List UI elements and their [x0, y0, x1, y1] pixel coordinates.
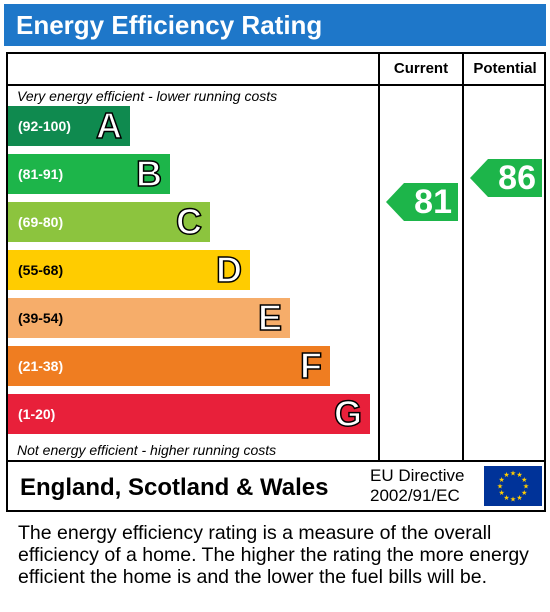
band-g: (1-20) G — [8, 393, 370, 435]
band-letter: D — [215, 249, 243, 291]
eu-flag-icon: ★ ★ ★ ★ ★ ★ ★ ★ ★ ★ ★ ★ — [484, 466, 542, 506]
efficient-note: Very energy efficient - lower running co… — [17, 88, 278, 104]
band-f: (21-38) F — [8, 345, 330, 387]
band-range-label: (1-20) — [18, 406, 56, 422]
eu-star-icon: ★ — [503, 494, 509, 502]
band-letter: A — [95, 105, 123, 147]
eu-star-icon: ★ — [510, 496, 516, 504]
rating-chart: Current Potential Very energy efficient … — [6, 52, 546, 462]
eu-star-icon: ★ — [516, 494, 522, 502]
column-divider — [378, 54, 380, 460]
column-divider — [462, 54, 464, 460]
eu-star-icon: ★ — [521, 476, 527, 484]
current-column-header: Current — [393, 60, 449, 77]
current-rating-arrow: 81 — [386, 183, 458, 221]
footer: England, Scotland & Wales EU Directive 2… — [6, 462, 546, 512]
directive-line-1: EU Directive — [370, 466, 465, 485]
band-b: (81-91) B — [8, 153, 170, 195]
band-letter: B — [135, 153, 163, 195]
eu-star-icon: ★ — [521, 489, 527, 497]
band-range-label: (92-100) — [18, 118, 71, 134]
band-a: (92-100) A — [8, 105, 130, 147]
explanation-text: The energy efficiency rating is a measur… — [18, 522, 529, 588]
band-range-label: (55-68) — [18, 262, 64, 278]
band-letter: G — [333, 393, 363, 435]
eu-star-icon: ★ — [499, 489, 505, 497]
eu-star-icon: ★ — [497, 483, 503, 491]
band-range-label: (81-91) — [18, 166, 64, 182]
band-range-label: (39-54) — [18, 310, 64, 326]
directive-line-2: 2002/91/EC — [370, 486, 460, 505]
eu-star-icon: ★ — [523, 483, 529, 491]
band-c: (69-80) C — [8, 201, 210, 243]
eu-directive: EU Directive 2002/91/EC — [370, 466, 464, 506]
band-letter: F — [299, 345, 323, 387]
country-label: England, Scotland & Wales — [20, 474, 329, 501]
header-divider — [8, 84, 544, 86]
eu-star-icon: ★ — [510, 470, 516, 478]
band-letter: E — [257, 297, 283, 339]
page-title: Energy Efficiency Rating — [4, 4, 546, 46]
band-d: (55-68) D — [8, 249, 250, 291]
band-range-label: (69-80) — [18, 214, 64, 230]
band-range-label: (21-38) — [18, 358, 64, 374]
eu-star-icon: ★ — [516, 471, 522, 479]
eu-star-icon: ★ — [503, 471, 509, 479]
potential-column-header: Potential — [473, 60, 537, 77]
inefficient-note: Not energy efficient - higher running co… — [17, 442, 277, 458]
potential-rating-arrow: 86 — [470, 159, 542, 197]
band-letter: C — [175, 201, 203, 243]
band-e: (39-54) E — [8, 297, 290, 339]
eu-star-icon: ★ — [499, 476, 505, 484]
